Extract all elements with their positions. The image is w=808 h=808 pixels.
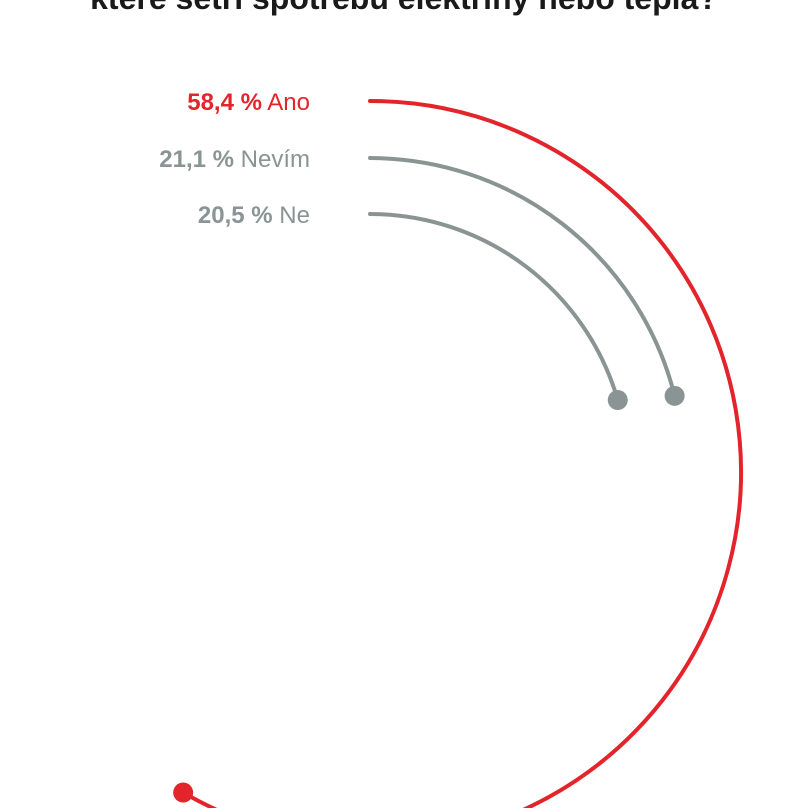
label-nev-m: 21,1 % Nevím (159, 146, 310, 173)
label-value-nev-m: 21,1 % (159, 146, 234, 173)
label-name-ne: Ne (273, 202, 310, 229)
label-ano: 58,4 % Ano (187, 89, 310, 116)
arc-ano (181, 99, 743, 808)
chart-title: které setří spotřebu elektřiny nebo tepl… (0, 0, 808, 16)
label-ne: 20,5 % Ne (198, 202, 310, 229)
label-value-ano: 58,4 % (187, 89, 262, 116)
arc-end-dot-ne (607, 390, 628, 411)
label-name-ano: Ano (262, 89, 310, 116)
arc-end-dot-ano (173, 782, 194, 803)
arc-end-dot-nev-m (664, 385, 685, 406)
arc-ne (368, 212, 620, 403)
label-value-ne: 20,5 % (198, 202, 273, 229)
arc-nev-m (368, 156, 677, 398)
label-name-nev-m: Nevím (234, 146, 310, 173)
